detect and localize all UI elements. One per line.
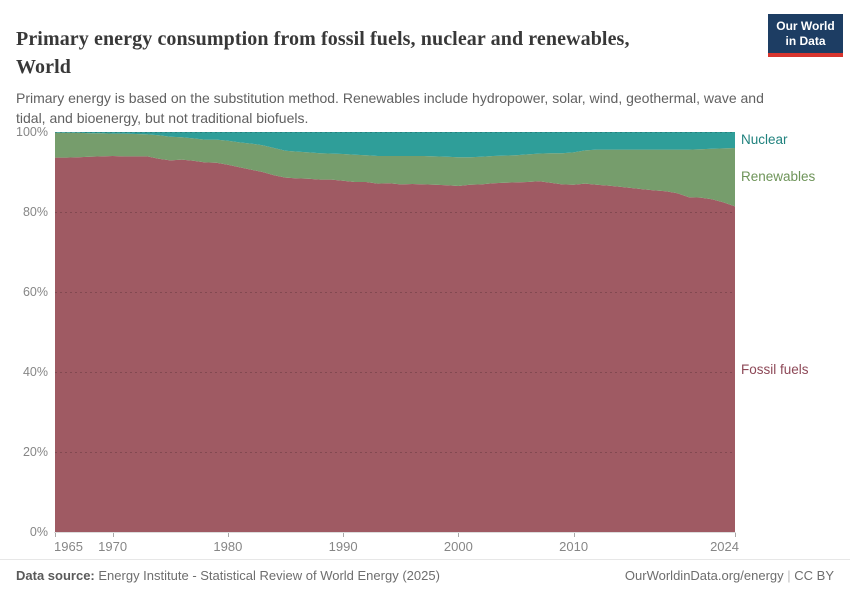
chart-subtitle: Primary energy is based on the substitut… — [16, 88, 816, 129]
area-renewables[interactable] — [55, 132, 735, 207]
x-axis-tick — [55, 533, 56, 537]
x-axis-tick — [458, 533, 460, 537]
y-axis-label: 40% — [22, 365, 48, 379]
x-axis-label: 1980 — [213, 539, 243, 554]
legend-item-fossil-fuels[interactable]: Fossil fuels — [741, 362, 809, 377]
footer-links: OurWorldinData.org/energy | CC BY — [625, 568, 834, 583]
owid-energy-link[interactable]: OurWorldinData.org/energy — [624, 568, 784, 583]
data-source-label: Data source: — [16, 568, 95, 583]
legend-item-renewables[interactable]: Renewables — [741, 169, 816, 184]
page-title: Primary energy consumption from fossil f… — [16, 25, 761, 81]
x-axis-label: 1970 — [98, 539, 128, 554]
plot-area[interactable] — [55, 132, 735, 532]
chart-subtitle-line2: tidal, and bioenergy, but not traditiona… — [16, 110, 309, 127]
legend-item-nuclear[interactable]: Nuclear — [741, 132, 788, 147]
page-title-line2: World — [16, 56, 71, 79]
area-nuclear[interactable] — [55, 132, 735, 158]
chart-subtitle-line1: Primary energy is based on the substitut… — [16, 90, 764, 106]
x-axis-tick — [227, 533, 229, 537]
footer-divider — [0, 559, 850, 560]
y-axis-label: 20% — [22, 445, 48, 459]
y-axis-label: 80% — [22, 205, 48, 219]
x-axis-label: 1965 — [54, 539, 83, 554]
y-axis-label: 60% — [22, 285, 48, 299]
owid-logo-line2: in Data — [785, 34, 826, 48]
x-axis-tick — [112, 533, 114, 537]
x-axis-label: 2000 — [443, 539, 473, 554]
x-axis-tick — [573, 533, 575, 537]
footer-separator: | — [783, 568, 795, 583]
area-fossil-fuels[interactable] — [55, 156, 735, 532]
plot-svg[interactable] — [55, 132, 735, 532]
x-axis-label: 2010 — [559, 539, 589, 554]
x-axis-label: 1990 — [328, 539, 358, 554]
x-axis-label: 2024 — [710, 539, 739, 554]
license-link[interactable]: CC BY — [794, 568, 834, 583]
owid-logo[interactable]: Our World in Data — [768, 14, 843, 57]
page-title-line1: Primary energy consumption from fossil f… — [16, 28, 630, 51]
x-axis-tick — [343, 533, 345, 537]
data-source-value: Energy Institute - Statistical Review of… — [98, 568, 440, 583]
data-source: Data source: Energy Institute - Statisti… — [16, 568, 440, 583]
x-axis-tick — [735, 533, 736, 537]
y-axis-label: 0% — [29, 525, 48, 539]
owid-logo-line1: Our World — [776, 19, 835, 33]
x-axis-line — [54, 532, 736, 533]
